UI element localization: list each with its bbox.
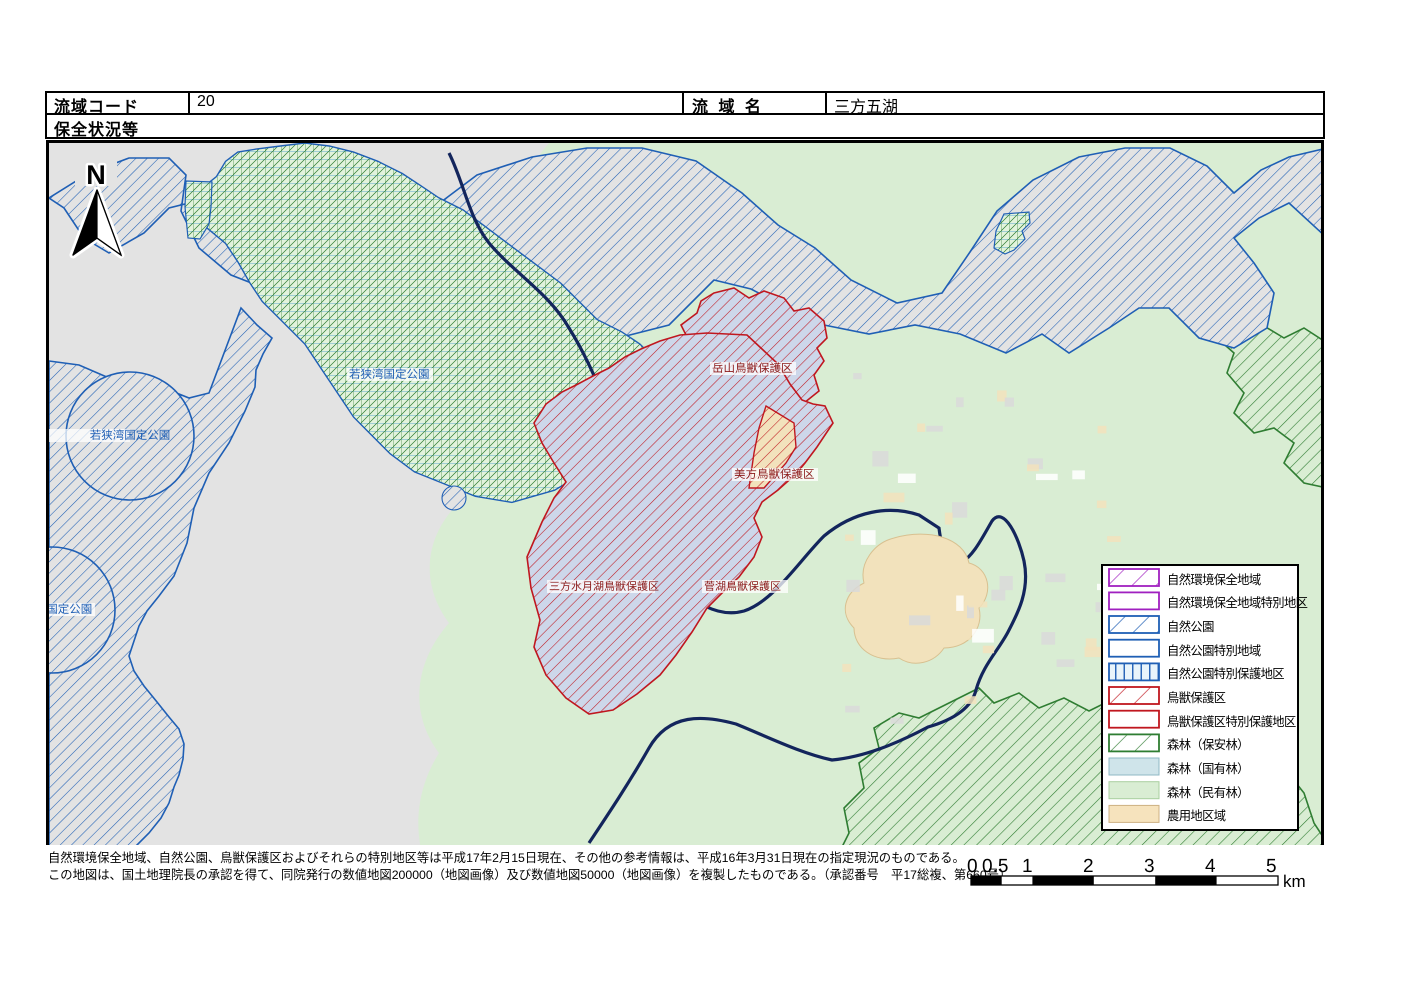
svg-text:若狭湾国定公園: 若狭湾国定公園 xyxy=(90,429,171,442)
svg-text:km: km xyxy=(1283,872,1305,891)
svg-text:5: 5 xyxy=(1266,856,1277,877)
svg-text:0: 0 xyxy=(967,856,978,877)
svg-text:1: 1 xyxy=(1022,856,1033,877)
svg-text:三方水月湖鳥獣保護区: 三方水月湖鳥獣保護区 xyxy=(549,580,659,593)
svg-text:0.5: 0.5 xyxy=(982,856,1008,877)
svg-text:3: 3 xyxy=(1144,856,1155,877)
svg-text:4: 4 xyxy=(1205,856,1216,877)
svg-text:N: N xyxy=(86,160,106,190)
svg-text:菅湖鳥獣保護区: 菅湖鳥獣保護区 xyxy=(704,580,781,593)
svg-text:若狭湾国定公園: 若狭湾国定公園 xyxy=(49,603,92,616)
svg-text:美方鳥獣保護区: 美方鳥獣保護区 xyxy=(734,468,815,481)
svg-text:岳山鳥獣保護区: 岳山鳥獣保護区 xyxy=(712,362,793,375)
svg-text:若狭湾国定公園: 若狭湾国定公園 xyxy=(349,368,430,381)
svg-text:2: 2 xyxy=(1083,856,1094,877)
